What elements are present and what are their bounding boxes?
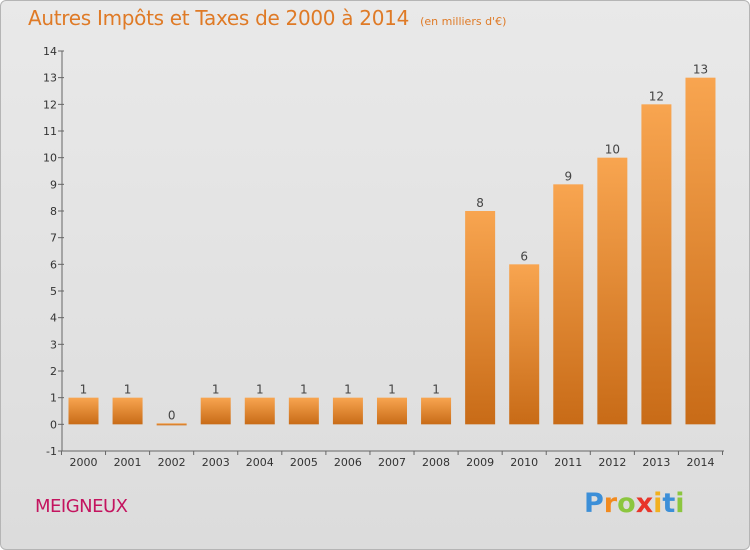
bar-2010 (509, 264, 540, 425)
data-label-2008: 1 (432, 383, 440, 397)
chart-subtitle: (en milliers d'€) (420, 15, 507, 28)
y-tick-label: 2 (50, 365, 57, 378)
commune-name: MEIGNEUX (35, 496, 128, 517)
x-tick-label-2011: 2011 (554, 456, 582, 469)
bar-2013 (641, 104, 672, 425)
logo-letter: i (653, 488, 663, 519)
y-tick-label: -1 (46, 445, 57, 458)
data-label-2003: 1 (212, 383, 220, 397)
data-label-2012: 10 (605, 143, 620, 157)
data-label-2005: 1 (300, 383, 308, 397)
y-tick-label: 5 (50, 285, 57, 298)
y-tick-label: 4 (50, 312, 57, 325)
bar-2008 (421, 397, 452, 425)
logo-letter: i (675, 488, 685, 519)
data-label-2010: 6 (520, 249, 528, 263)
data-label-2011: 9 (564, 169, 572, 183)
y-tick-label: 1 (50, 392, 57, 405)
y-tick-label: 9 (50, 178, 57, 191)
x-tick-label-2014: 2014 (686, 456, 714, 469)
data-label-2001: 1 (124, 383, 132, 397)
proxiti-logo: Proxiti (584, 488, 685, 519)
logo-letter: o (617, 488, 636, 519)
x-tick-label-2003: 2003 (202, 456, 230, 469)
title-line: Autres Impôts et Taxes de 2000 à 2014 (e… (28, 6, 506, 30)
x-tick-label-2010: 2010 (510, 456, 538, 469)
logo-letter: P (584, 488, 604, 519)
bar-2009 (465, 211, 496, 425)
logo-letter: t (662, 488, 676, 519)
bar-2007 (376, 397, 407, 425)
y-tick-label: 6 (50, 258, 57, 271)
x-tick-label-2000: 2000 (70, 456, 98, 469)
x-tick-label-2002: 2002 (158, 456, 186, 469)
x-tick-label-2013: 2013 (642, 456, 670, 469)
data-label-2007: 1 (388, 383, 396, 397)
y-tick-label: 14 (43, 45, 57, 58)
data-label-2004: 1 (256, 383, 264, 397)
bar-2006 (332, 397, 363, 425)
bars (68, 77, 716, 426)
bar-2000 (68, 397, 99, 425)
data-label-2006: 1 (344, 383, 352, 397)
bar-2004 (244, 397, 275, 425)
data-label-2009: 8 (476, 196, 484, 210)
data-label-2002: 0 (168, 408, 176, 422)
data-label-2014: 13 (693, 63, 708, 77)
bar-2011 (553, 184, 584, 425)
y-tick-label: 7 (50, 232, 57, 245)
x-tick-label-2004: 2004 (246, 456, 274, 469)
chart-title: Autres Impôts et Taxes de 2000 à 2014 (28, 6, 409, 30)
bar-2005 (288, 397, 319, 425)
x-tick-label-2005: 2005 (290, 456, 318, 469)
x-tick-label-2006: 2006 (334, 456, 362, 469)
y-tick-label: 11 (43, 125, 57, 138)
bar-2001 (112, 397, 143, 425)
labels: 2000 1 2001 1 2002 0 2003 1 2004 1 2005 1 2006 1 2007 1… (70, 63, 715, 469)
bar-2002 (156, 423, 187, 426)
x-tick-label-2008: 2008 (422, 456, 450, 469)
y-tick-label: 13 (43, 72, 57, 85)
y-tick-label: 12 (43, 98, 57, 111)
y-tick-label: 3 (50, 338, 57, 351)
bar-2012 (597, 157, 628, 425)
data-label-2013: 12 (649, 89, 664, 103)
y-tick-label: 10 (43, 152, 57, 165)
x-tick-label-2012: 2012 (598, 456, 626, 469)
x-tick-label-2007: 2007 (378, 456, 406, 469)
data-label-2000: 1 (80, 383, 88, 397)
logo-letter: r (603, 488, 618, 519)
x-tick-label-2009: 2009 (466, 456, 494, 469)
y-tick-label: 8 (50, 205, 57, 218)
bar-2014 (685, 77, 716, 425)
x-tick-label-2001: 2001 (114, 456, 142, 469)
bar-2003 (200, 397, 231, 425)
logo-letter: x (635, 488, 654, 519)
y-tick-label: 0 (50, 418, 57, 431)
